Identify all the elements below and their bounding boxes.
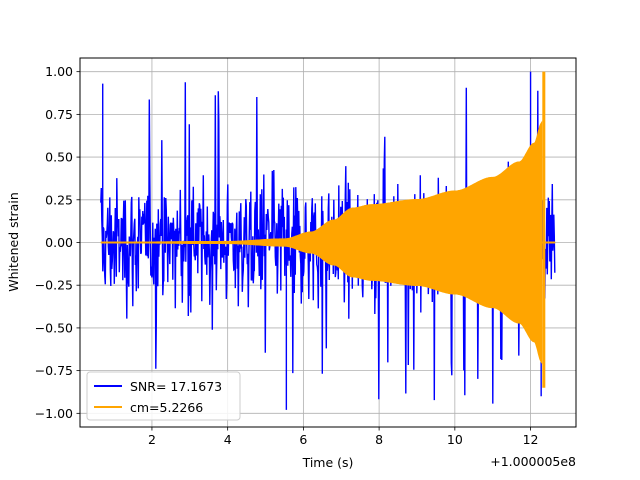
y-tick-label: 1.00: [45, 64, 73, 79]
x-axis-ticks: 2 4 6 8 10 12: [148, 427, 539, 447]
series-cm: [100, 71, 556, 388]
x-axis-label: Time (s): [302, 455, 354, 470]
x-axis-offset-label: +1.000005e8: [490, 454, 576, 469]
legend-label-cm: cm=5.2266: [130, 400, 203, 415]
y-tick-label: −0.75: [35, 363, 73, 378]
series-layer: [100, 71, 556, 410]
y-axis-ticks: −1.00 −0.75 −0.50 −0.25 0.00 0.25 0.50 0.75 1.00: [35, 64, 80, 421]
y-tick-label: 0.00: [45, 235, 73, 250]
y-tick-label: −0.50: [35, 320, 73, 335]
y-axis-label: Whitened strain: [6, 192, 21, 291]
y-tick-label: −0.25: [35, 278, 73, 293]
y-tick-label: 0.50: [45, 150, 73, 165]
x-tick-label: 6: [299, 432, 307, 447]
x-tick-label: 8: [375, 432, 383, 447]
legend-label-snr: SNR= 17.1673: [130, 379, 222, 394]
x-tick-label: 12: [523, 432, 539, 447]
y-tick-label: 0.75: [45, 107, 73, 122]
x-tick-label: 4: [224, 432, 232, 447]
x-tick-label: 10: [447, 432, 463, 447]
x-tick-label: 2: [148, 432, 156, 447]
y-tick-label: 0.25: [45, 192, 73, 207]
legend: SNR= 17.1673 cm=5.2266: [86, 371, 241, 421]
legend-box: [86, 371, 241, 421]
y-tick-label: −1.00: [35, 406, 73, 421]
